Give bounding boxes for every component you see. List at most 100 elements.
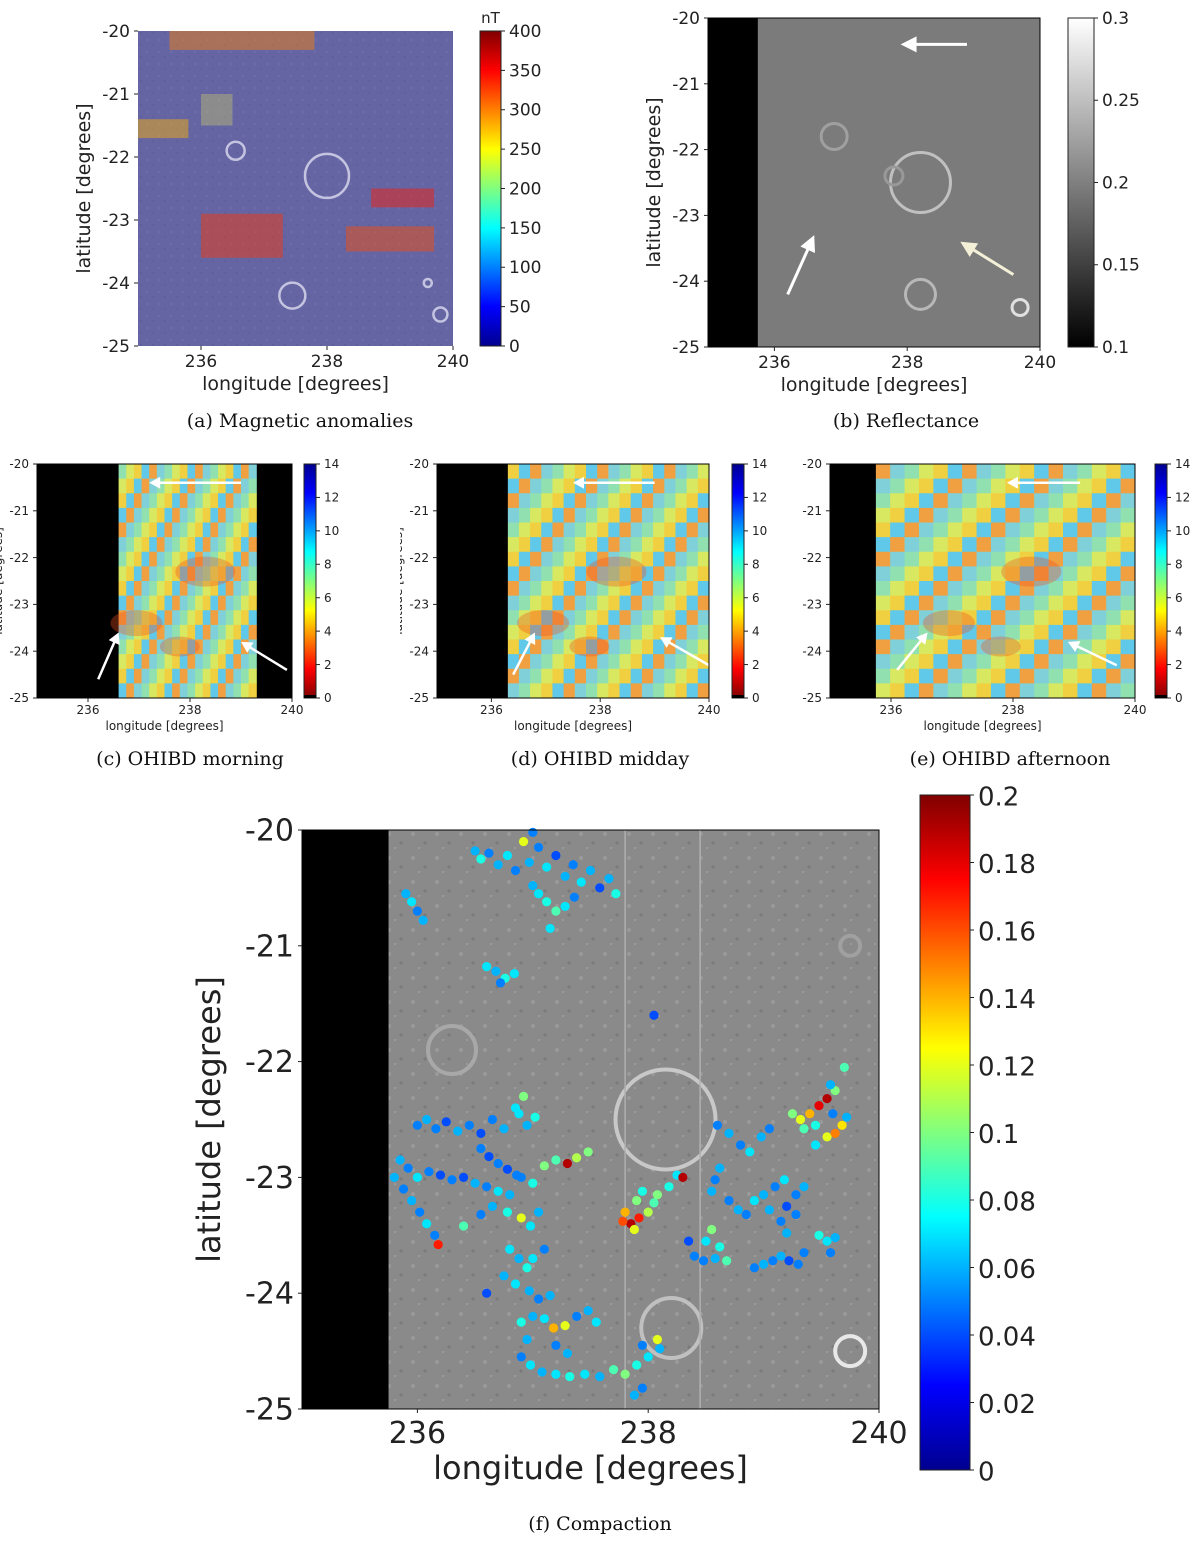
crater-3 [833,1334,868,1369]
ohibd-cell [172,507,181,523]
colorbar-tick-label: 0 [324,691,332,705]
ohibd-cell [875,566,891,582]
data-point [551,906,561,916]
ohibd-cell [664,639,676,655]
data-point [649,1010,659,1020]
ohibd-cell [933,566,949,582]
ohibd-cell [518,566,531,582]
ohibd-cell [962,522,978,538]
ohibd-cell [156,639,165,655]
ohibd-cell [195,683,204,699]
data-point [551,1340,561,1350]
ohibd-cell [225,654,234,670]
ohibd-cell [904,522,920,538]
ohibd-cell [164,551,173,567]
ohibd-cell [195,581,204,597]
ohibd-cell [875,595,891,611]
ohibd-cell [976,507,992,523]
ohibd-cell [530,595,542,611]
ohibd-cell [241,624,250,640]
ohibd-cell [890,581,906,597]
ohibd-cell [1091,595,1107,611]
ohibd-cell [1005,639,1021,655]
data-point [793,1259,803,1269]
ohibd-cell [233,464,242,480]
ohibd-cell [962,551,978,567]
ohibd-cell [195,566,204,582]
y-tick-label: -25 [802,691,822,705]
data-point [608,1365,619,1375]
data-point [724,1195,734,1206]
ohibd-cell [904,668,920,684]
ohibd-cell [1120,595,1136,611]
ohibd-cell [218,493,227,509]
ohibd-cell [541,464,553,480]
ohibd-cell [518,668,531,684]
ohibd-cell [1005,537,1021,553]
ohibd-cell [563,639,576,655]
ohibd-cell [990,537,1006,553]
ohibd-cell [875,668,891,684]
ohibd-cell [933,478,949,494]
data-point [422,1219,432,1229]
ohibd-cell [225,522,234,538]
ohibd-cell [686,624,699,640]
ohibd-cell [653,551,665,567]
ohibd-cell [164,654,173,670]
ohibd-cell [507,683,520,699]
arrow-head-0 [1006,476,1018,489]
ohibd-cell [1005,522,1021,538]
arrow-2 [667,640,710,667]
ohibd-cell [179,595,188,611]
ohibd-cell [552,537,565,553]
arrow-head-1 [524,632,536,646]
ohibd-cell [202,683,211,699]
data-point [707,1224,717,1235]
ohibd-cell [233,595,242,611]
ohibd-cell [686,581,699,597]
arrow-head-2 [241,641,254,653]
ohibd-cell [149,493,158,509]
crater-2 [639,1295,704,1360]
reflectance-image [708,18,1040,347]
data-point [412,1120,422,1130]
ohibd-cell [597,478,609,494]
ohibd-cell [890,493,906,509]
ohibd-cell [1120,522,1136,538]
ohibd-cell [675,610,688,626]
ohibd-cell [187,683,196,699]
data-point [533,842,544,852]
ohibd-cell [976,493,992,509]
ohibd-cell [126,683,135,699]
arrow-head-1 [916,632,928,645]
ohibd-cell [574,581,587,597]
ohibd-cell [904,639,920,655]
colorbar-tick-label: 14 [1175,457,1190,471]
colorbar-tick-label: 0 [1175,691,1183,705]
ohibd-cell [597,624,609,640]
ohibd-cell [164,668,173,684]
ohibd-cell [1091,493,1107,509]
colorbar [479,30,502,347]
ohibd-cell [976,654,992,670]
ohibd-cell [156,478,165,494]
ohibd-cell [585,507,598,523]
y-tick-label: -24 [102,274,130,294]
colorbar-tick-label: 0.12 [978,1053,1036,1083]
data-point [634,1213,644,1223]
ohibd-cell [686,668,699,684]
ohibd-cell [904,464,920,480]
ohibd-cell [225,464,234,480]
ohibd-cell [241,610,250,626]
ohibd-cell [1034,493,1050,509]
ohibd-cell [210,654,219,670]
ohibd-cell [933,464,949,480]
data-point [528,1311,538,1321]
ohibd-cell [1120,478,1136,494]
ohibd-cell [962,537,978,553]
y-tick-label: -23 [409,598,429,612]
ohibd-cell [619,507,632,523]
ohibd-cell [904,566,920,582]
ohibd-cell [597,537,609,553]
